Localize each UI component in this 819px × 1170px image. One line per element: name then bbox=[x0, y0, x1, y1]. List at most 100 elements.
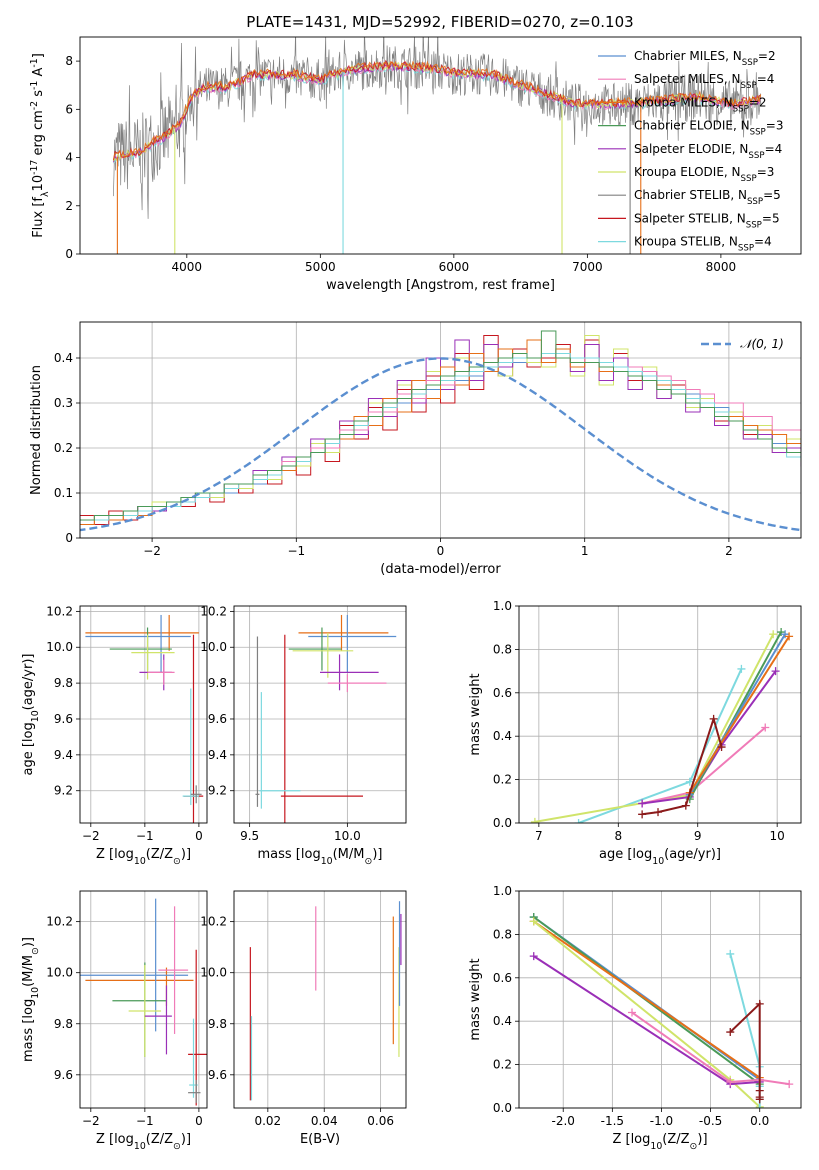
x-tick-label: 0.0 bbox=[750, 1114, 769, 1128]
y-tick-label: 1.0 bbox=[493, 884, 512, 898]
weight-marker bbox=[761, 723, 770, 732]
axes-frame bbox=[79, 605, 208, 824]
histogram-series bbox=[80, 335, 801, 525]
x-tick-label: -1.0 bbox=[650, 1114, 673, 1128]
y-tick-label: 0.0 bbox=[493, 816, 512, 830]
weight-line bbox=[534, 633, 775, 823]
panel-age_vs_mass: 9.5 10.0 9.2 9.4 9.6 9.8 10.0 10.2 mass [log10(M… bbox=[200, 604, 407, 867]
x-tick-label: 10.0 bbox=[334, 829, 361, 843]
x-tick-label: 8000 bbox=[706, 260, 737, 274]
x-axis-label: wavelength [Angstrom, rest frame] bbox=[326, 278, 555, 293]
weight-line bbox=[688, 635, 790, 794]
panel-spectrum: 4000 5000 6000 7000 8000 0 2 4 6 8 wavelength [Ang… bbox=[29, 36, 802, 293]
y-tick-label: 10.2 bbox=[46, 604, 73, 618]
y-tick-label: 9.6 bbox=[208, 712, 227, 726]
weight-marker bbox=[737, 664, 746, 673]
x-tick-label: −1 bbox=[287, 544, 305, 558]
weight-marker bbox=[726, 1077, 735, 1086]
y-axis-label: age [log10(age/yr)] bbox=[21, 654, 41, 776]
plot-area bbox=[249, 901, 402, 1101]
plot-area bbox=[530, 628, 794, 823]
x-tick-label: 9.5 bbox=[240, 829, 259, 843]
y-tick-label: 10.0 bbox=[46, 640, 73, 654]
y-tick-label: 0.2 bbox=[493, 1058, 512, 1072]
plot-area bbox=[80, 898, 207, 1106]
y-tick-label: 0.2 bbox=[493, 773, 512, 787]
weight-marker bbox=[726, 949, 735, 958]
panel-weight_vs_age: 7 8 9 10 0.0 0.2 0.4 0.6 0.8 1.0 age [log10(age/yr… bbox=[468, 599, 802, 867]
weight-marker bbox=[530, 817, 539, 823]
plot-area bbox=[529, 913, 794, 1108]
x-tick-label: -2.0 bbox=[552, 1114, 575, 1128]
legend-label: 𝒩(0, 1) bbox=[740, 337, 784, 351]
histogram-series bbox=[80, 330, 801, 521]
y-axis-label: mass [log10(M/M⊙)] bbox=[21, 937, 41, 1062]
y-tick-label: 0 bbox=[65, 531, 73, 545]
x-axis-label: age [log10(age/yr)] bbox=[599, 847, 721, 867]
y-tick-label: 0.6 bbox=[493, 971, 512, 985]
weight-marker bbox=[771, 667, 780, 676]
legend-label: Kroupa MILES, NSSP=2 bbox=[634, 95, 767, 114]
weight-line bbox=[688, 631, 782, 800]
x-tick-label: 8 bbox=[614, 829, 622, 843]
histogram-series bbox=[80, 339, 801, 525]
panel-residuals: −2 −1 0 1 2 0 0.1 0.2 0.3 0.4 (data-model)/error No… bbox=[29, 321, 802, 577]
y-tick-label: 9.2 bbox=[54, 784, 73, 798]
x-tick-label: −2 bbox=[82, 1114, 100, 1128]
y-tick-label: 4 bbox=[65, 151, 73, 165]
x-tick-label: 2 bbox=[725, 544, 733, 558]
legend-label: Salpeter MILES, NSSP=4 bbox=[634, 72, 774, 91]
weight-marker bbox=[654, 808, 663, 817]
y-tick-label: 10.0 bbox=[200, 966, 227, 980]
y-tick-label: 0.0 bbox=[493, 1101, 512, 1115]
y-tick-label: 9.6 bbox=[54, 1068, 73, 1082]
y-tick-label: 9.2 bbox=[208, 784, 227, 798]
weight-marker bbox=[638, 799, 647, 808]
y-tick-label: 9.6 bbox=[54, 712, 73, 726]
legend-label: Chabrier STELIB, NSSP=5 bbox=[634, 188, 781, 207]
model-spectrum bbox=[112, 60, 762, 160]
x-axis-label: Z [log10(Z/Z⊙)] bbox=[96, 847, 191, 867]
y-tick-label: 9.4 bbox=[208, 748, 227, 762]
y-tick-label: 0.6 bbox=[493, 686, 512, 700]
weight-marker bbox=[529, 917, 538, 926]
x-tick-label: 0 bbox=[437, 544, 445, 558]
axes-frame bbox=[233, 890, 407, 1109]
y-tick-label: 0.1 bbox=[54, 486, 73, 500]
y-tick-label: 0 bbox=[65, 247, 73, 261]
y-axis-label: mass weight bbox=[468, 958, 483, 1040]
y-tick-label: 0.8 bbox=[493, 927, 512, 941]
panel-mass_vs_Z: −2 −1 0 9.6 9.8 10.0 10.2 Z [log10(Z/Z⊙)] mass [… bbox=[21, 890, 208, 1152]
y-tick-label: 9.8 bbox=[208, 1017, 227, 1031]
y-tick-label: 0.2 bbox=[54, 441, 73, 455]
observed-spectrum bbox=[113, 37, 762, 219]
y-tick-label: 10.2 bbox=[46, 915, 73, 929]
x-tick-label: -0.5 bbox=[699, 1114, 722, 1128]
weight-marker bbox=[638, 810, 647, 819]
y-tick-label: 9.8 bbox=[54, 676, 73, 690]
legend-label: Kroupa STELIB, NSSP=4 bbox=[634, 235, 772, 254]
plot-area bbox=[80, 330, 801, 532]
x-tick-label: 6000 bbox=[439, 260, 470, 274]
weight-marker bbox=[755, 1095, 764, 1104]
x-tick-label: 0.06 bbox=[367, 1114, 394, 1128]
y-tick-label: 8 bbox=[65, 54, 73, 68]
legend-label: Chabrier MILES, NSSP=2 bbox=[634, 49, 776, 68]
weight-marker bbox=[717, 743, 726, 752]
x-tick-label: 0.02 bbox=[254, 1114, 281, 1128]
legend-label: Kroupa ELODIE, NSSP=3 bbox=[634, 165, 774, 184]
x-tick-label: 7 bbox=[535, 829, 543, 843]
weight-line bbox=[631, 1011, 790, 1086]
x-tick-label: 4000 bbox=[172, 260, 203, 274]
legend-label: Salpeter ELODIE, NSSP=4 bbox=[634, 142, 782, 161]
weight-marker bbox=[769, 630, 778, 639]
x-tick-label: 9 bbox=[694, 829, 702, 843]
y-axis-label: Flux [fλ10-17 erg cm-2 s-1 A-1] bbox=[29, 53, 51, 238]
x-tick-label: 0 bbox=[195, 1114, 203, 1128]
weight-marker bbox=[681, 801, 690, 810]
y-tick-label: 0.4 bbox=[54, 351, 73, 365]
x-axis-label: E(B-V) bbox=[300, 1132, 340, 1147]
panel-mass_vs_EBV: 0.02 0.04 0.06 9.6 9.8 10.0 10.2 E(B-V) bbox=[200, 890, 407, 1147]
